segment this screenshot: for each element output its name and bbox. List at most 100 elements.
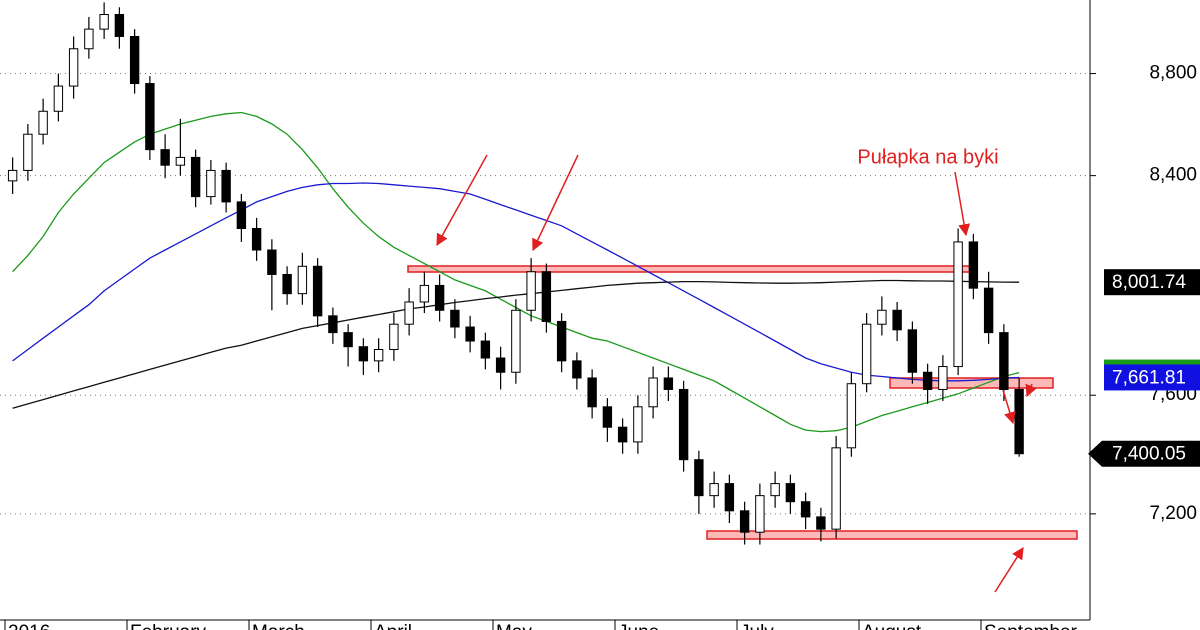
candle-body: [267, 249, 277, 275]
candle-body: [541, 271, 552, 322]
candle-body: [877, 309, 887, 325]
candle-body: [175, 156, 186, 166]
price-badge: [1104, 269, 1200, 296]
candle-body: [251, 228, 262, 251]
candle-body: [922, 371, 933, 390]
candle-body: [755, 495, 765, 533]
candle-body: [572, 360, 582, 379]
support-zone: [706, 530, 1078, 540]
candle-body: [770, 483, 780, 497]
grid: [0, 73, 1090, 515]
candle-body: [373, 349, 384, 362]
candle-body: [23, 133, 33, 171]
arrow: [994, 546, 1024, 593]
candle-body: [328, 315, 338, 334]
candle-body: [785, 483, 796, 503]
price-label: 7,400.05: [1112, 444, 1186, 465]
candle-body: [816, 516, 826, 530]
candle-body: [968, 241, 979, 289]
candle-body: [587, 377, 597, 408]
candle-body: [99, 14, 109, 30]
support-zone: [889, 377, 1054, 389]
candle-body: [495, 357, 506, 373]
candle-body: [983, 287, 994, 334]
candle-body: [694, 459, 704, 497]
candle-body: [53, 85, 64, 112]
x-tick-label: September: [984, 622, 1078, 630]
candle-body: [145, 83, 155, 151]
arrow: [532, 154, 579, 252]
x-tick-label: April: [374, 622, 412, 630]
candle-body: [724, 483, 735, 512]
candle-body: [160, 149, 170, 166]
candle-body: [892, 309, 902, 331]
candle-body: [84, 28, 94, 50]
candle-body: [556, 320, 567, 362]
candle-body: [999, 332, 1009, 390]
x-tick-label: February: [130, 622, 207, 630]
candle-body: [129, 35, 140, 85]
candle-body: [312, 265, 323, 317]
candle-body: [938, 366, 948, 390]
candle-body: [114, 14, 125, 37]
candle-body: [389, 323, 399, 351]
candle-body: [648, 377, 658, 408]
candle-body: [709, 483, 719, 497]
moving-average-line: [12, 279, 1020, 409]
candle-body: [419, 284, 430, 303]
candles: [7, 2, 1024, 545]
y-tick-label: 8,400: [1149, 165, 1197, 186]
x-tick-label: 2016: [8, 622, 50, 630]
resistance-zone: [407, 265, 976, 273]
candle-body: [511, 309, 521, 373]
candle-body: [800, 501, 811, 518]
arrow: [954, 171, 971, 237]
candle-body: [434, 284, 445, 311]
candle-body: [831, 447, 841, 530]
x-tick-label: July: [740, 622, 774, 630]
x-tick-label: May: [496, 622, 532, 630]
candle-body: [206, 169, 216, 198]
candle-body: [68, 48, 79, 87]
price-label: 8,001.74: [1112, 272, 1186, 293]
candle-body: [297, 265, 308, 295]
arrow: [1002, 389, 1016, 425]
arrow: [436, 154, 488, 247]
candle-body: [663, 377, 674, 390]
candle-body: [343, 332, 353, 348]
x-tick-label: March: [252, 622, 305, 630]
annotation: Pułapka na byki: [857, 146, 998, 168]
candle-body: [602, 406, 613, 428]
candle-body: [358, 346, 369, 362]
candle-body: [678, 388, 689, 461]
candle-body: [236, 201, 247, 230]
candle-body: [861, 323, 872, 385]
candle-body: [221, 169, 231, 203]
price-label: 7,661.81: [1112, 367, 1186, 388]
candle-body: [1014, 388, 1024, 455]
x-tick-label: August: [862, 622, 922, 630]
arrow: [1025, 383, 1037, 398]
candle-body: [450, 309, 460, 328]
x-tick-label: June: [618, 622, 659, 630]
candle-body: [907, 329, 918, 373]
price-badge: [1088, 440, 1200, 467]
candle-body: [846, 383, 857, 449]
price-badge: [1104, 364, 1200, 391]
candle-body: [38, 110, 48, 135]
y-tick-label: 8,800: [1149, 63, 1197, 84]
candle-body: [617, 426, 628, 443]
candle-body: [404, 301, 414, 325]
y-tick-label: 7,200: [1149, 503, 1197, 524]
candle-body: [739, 510, 750, 533]
candle-body: [633, 406, 643, 443]
candle-body: [480, 340, 491, 359]
candle-body: [7, 169, 18, 182]
candle-body: [953, 241, 963, 368]
candle-body: [282, 273, 292, 295]
candle-body: [526, 271, 536, 311]
axis-labels: 7,2007,6008,4008,8002016FebruaryMarchApr…: [4, 63, 1200, 630]
candle-body: [190, 156, 201, 198]
